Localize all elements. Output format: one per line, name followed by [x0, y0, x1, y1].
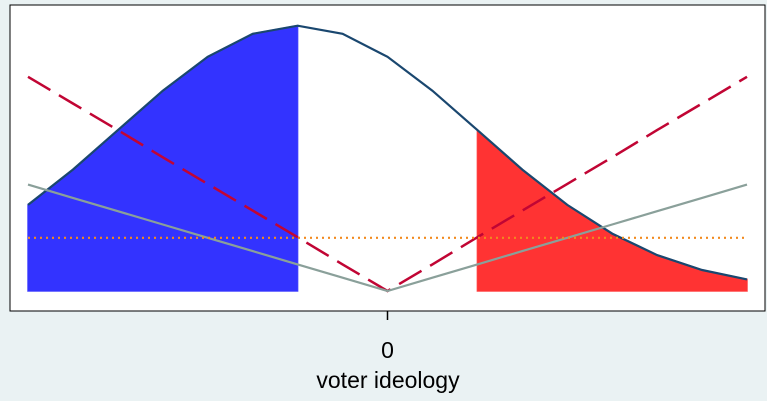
x-tick-label: 0	[381, 337, 394, 363]
line	[27, 24, 748, 281]
line	[27, 183, 748, 293]
x-axis-label: voter ideology	[316, 367, 460, 393]
